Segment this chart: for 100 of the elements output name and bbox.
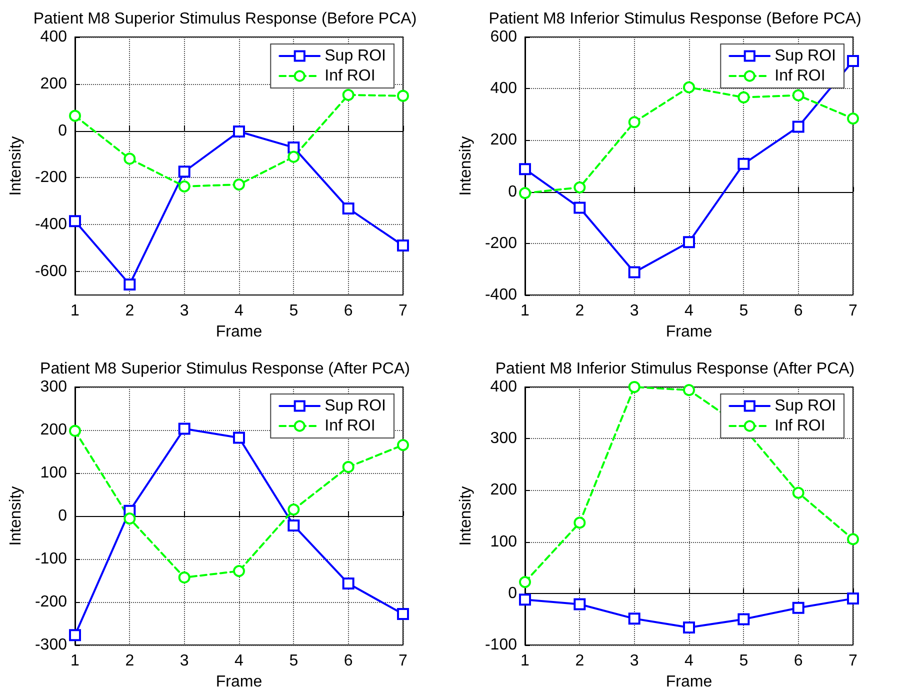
x-tick-label: 3 [180,652,189,670]
point [519,187,531,200]
point [342,88,354,101]
point [683,236,695,248]
x-tick-label: 1 [520,302,530,320]
x-tick-label: 4 [684,302,694,320]
x-tick-label: 6 [794,652,803,670]
x-tick-label: 1 [520,652,530,670]
chart-title: Patient M8 Superior Stimulus Response (After PCA) [40,360,410,378]
x-tick-label: 4 [234,652,244,670]
y-tick-label: -400 [484,286,518,304]
point [574,202,586,214]
x-tick-label: 1 [70,652,80,670]
point [288,519,300,532]
x-tick-label: 7 [848,302,858,320]
y-axis-title: Intensity [8,136,25,196]
point [519,576,531,588]
x-tick-label: 5 [289,652,298,670]
point [683,81,695,94]
point [397,439,409,452]
point [792,602,804,614]
point [628,266,640,278]
x-tick-label: 2 [575,302,584,320]
x-tick-label: 3 [630,302,639,320]
y-tick-label: 200 [40,75,68,92]
legend-label: Inf ROI [324,418,376,434]
x-axis-title: Frame [666,323,712,340]
point [628,381,640,393]
x-tick-label: 4 [234,302,244,320]
y-tick-label: 100 [40,464,68,482]
x-tick-label: 5 [739,652,748,670]
y-tick-label: 200 [490,132,518,149]
point [847,54,859,67]
y-tick-label: -200 [34,594,68,610]
point [288,504,300,516]
point [519,163,531,176]
x-axis-title: Frame [216,323,262,340]
y-tick-label: -100 [484,636,518,654]
point [628,116,640,128]
point [124,152,136,165]
point [69,110,81,122]
point [847,592,859,605]
y-tick-label: 400 [40,28,68,46]
x-tick-label: 7 [398,302,408,320]
y-tick-label: 0 [508,584,518,602]
x-tick-label: 2 [125,652,134,670]
point [519,594,531,606]
legend-label: Inf ROI [774,418,826,434]
point [847,112,859,125]
y-axis-title: Intensity [458,486,475,546]
point [628,612,640,625]
point [574,516,586,529]
point [683,621,695,634]
point [397,90,409,102]
point [342,578,354,590]
point [233,432,245,444]
x-tick-label: 3 [180,302,189,320]
legend-label: Sup ROI [774,398,836,414]
legend-label: Inf ROI [324,68,376,84]
point [69,629,81,642]
x-tick-label: 1 [70,302,80,320]
legend-label: Inf ROI [774,68,826,84]
point [574,181,586,194]
y-axis-title: Intensity [458,136,475,196]
x-tick-label: 6 [344,302,353,320]
chart-title: Patient M8 Inferior Stimulus Response (Before PCA) [488,10,862,28]
point [124,278,136,290]
y-tick-label: 0 [58,122,68,140]
point [178,166,190,178]
legend-label: Sup ROI [774,48,836,64]
x-tick-label: 2 [575,652,584,670]
legend-label: Sup ROI [324,398,386,414]
y-tick-label: 0 [508,183,518,200]
point [738,158,750,170]
x-tick-label: 6 [344,652,353,670]
y-tick-label: 400 [490,80,518,98]
y-tick-label: 600 [490,28,518,46]
x-tick-label: 5 [739,302,748,320]
x-tick-label: 7 [848,652,858,670]
point [397,608,409,620]
legend-label: Sup ROI [324,48,386,64]
point [738,613,750,626]
y-tick-label: -200 [484,234,518,252]
point [233,126,245,138]
x-tick-label: 6 [794,302,803,320]
x-axis-title: Frame [216,673,262,690]
y-tick-label: 200 [40,422,68,438]
point [233,178,245,191]
y-tick-label: 300 [40,378,68,396]
point [288,150,300,163]
x-tick-label: 5 [289,302,298,320]
x-tick-label: 4 [684,652,694,670]
x-tick-label: 7 [398,652,408,670]
y-tick-label: 0 [58,508,68,524]
y-tick-label: -300 [34,636,68,654]
point [233,565,245,578]
point [69,215,81,228]
point [792,120,804,133]
y-tick-label: 100 [490,533,518,550]
x-tick-label: 3 [630,652,639,670]
